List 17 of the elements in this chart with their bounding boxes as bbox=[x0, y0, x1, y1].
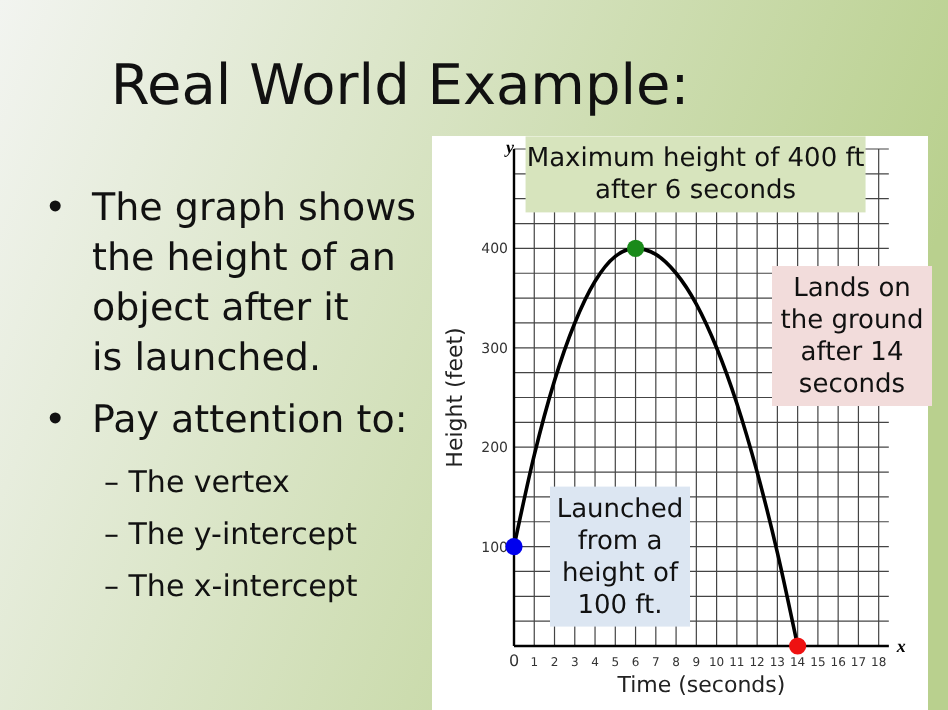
chart-title: Real World Example: bbox=[110, 52, 690, 118]
text: • Pay attention to: bbox=[44, 398, 408, 442]
text: x bbox=[894, 636, 907, 656]
point bbox=[626, 239, 645, 257]
text: – The x-intercept bbox=[104, 568, 358, 604]
annotation: Maximum height of 400 ft after 6 seconds bbox=[526, 144, 865, 207]
text: – The vertex bbox=[104, 464, 291, 500]
annotation: Launched from a height of 100 ft. bbox=[556, 494, 684, 621]
y-axis-title: Height (feet) bbox=[442, 327, 468, 468]
point bbox=[505, 538, 523, 556]
text: • The graph shows the height of an object after it is launched. bbox=[44, 186, 417, 380]
text: – The y-intercept bbox=[104, 516, 358, 552]
point bbox=[789, 637, 807, 655]
x-axis-title: Time (seconds) bbox=[615, 672, 786, 698]
annotation: y bbox=[504, 137, 516, 157]
x-tick-label: 0 bbox=[508, 652, 520, 670]
annotation: Lands on the ground after 14 seconds bbox=[780, 274, 924, 400]
